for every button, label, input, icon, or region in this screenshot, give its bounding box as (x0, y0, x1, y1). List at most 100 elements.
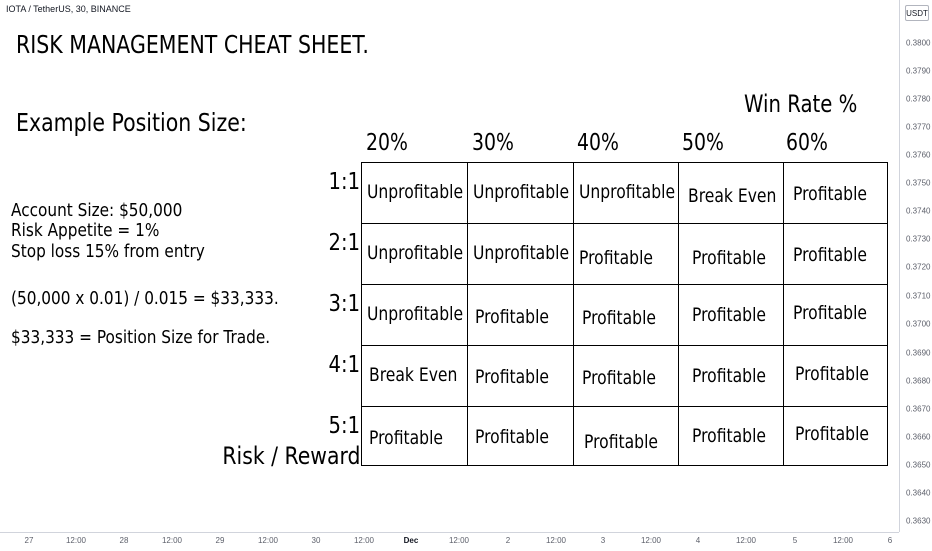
cell-text: Profitable (475, 306, 549, 328)
price-axis[interactable] (899, 0, 932, 532)
price-tick: 0.3670 (906, 404, 931, 414)
cell-text: Profitable (793, 183, 867, 205)
price-tick: 0.3680 (906, 376, 931, 386)
ratio-label: 2:1 (328, 230, 360, 256)
risk-appetite-note: Risk Appetite = 1% (11, 220, 160, 241)
cell-text: Break Even (369, 364, 458, 386)
risk-reward-label: Risk / Reward (221, 442, 360, 470)
price-tick: 0.3790 (906, 66, 931, 76)
ratio-label: 1:1 (328, 169, 360, 195)
time-tick: 2 (505, 536, 511, 545)
table-cell: Profitable (784, 346, 887, 407)
table-cell: Unprofitable (468, 224, 574, 285)
sheet-title: RISK MANAGEMENT CHEAT SHEET. (16, 30, 369, 59)
price-tick: 0.3740 (906, 206, 931, 216)
table-cell: Break Even (362, 346, 468, 407)
price-tick: 0.3640 (906, 488, 931, 498)
table-cell: Profitable (468, 407, 574, 465)
table-cell: Profitable (784, 163, 887, 224)
example-heading: Example Position Size: (16, 108, 247, 137)
price-tick: 0.3760 (906, 150, 931, 160)
time-tick: 3 (600, 536, 606, 545)
time-tick: 12:00 (257, 536, 279, 545)
win-rate-header: 50% (682, 130, 724, 156)
cell-text: Profitable (584, 431, 658, 453)
table-cell: Profitable (784, 285, 887, 346)
table-cell: Break Even (679, 163, 784, 224)
table-cell: Profitable (679, 285, 784, 346)
table-cell: Profitable (468, 346, 574, 407)
ratio-label: 4:1 (328, 352, 360, 378)
win-rate-title: Win Rate % (744, 90, 858, 118)
cell-text: Break Even (688, 185, 777, 207)
table-cell: Unprofitable (574, 163, 679, 224)
win-rate-header: 30% (472, 130, 514, 156)
time-tick: 29 (215, 536, 225, 545)
price-tick: 0.3700 (906, 319, 931, 329)
cell-text: Profitable (692, 304, 766, 326)
win-rate-header: 20% (366, 130, 408, 156)
price-tick: 0.3660 (906, 432, 931, 442)
price-tick: 0.3800 (906, 38, 931, 48)
time-tick: 12:00 (65, 536, 87, 545)
table-cell: Profitable (679, 346, 784, 407)
table-cell: Profitable (574, 224, 679, 285)
stop-loss-note: Stop loss 15% from entry (11, 241, 205, 262)
time-tick: 27 (24, 536, 34, 545)
table-cell: Unprofitable (362, 163, 468, 224)
cell-text: Unprofitable (473, 242, 570, 264)
table-cell: Profitable (362, 407, 468, 465)
position-size-note: $33,333 = Position Size for Trade. (11, 327, 271, 348)
table-cell: Unprofitable (362, 224, 468, 285)
time-tick: 12:00 (353, 536, 375, 545)
time-tick: 12:00 (832, 536, 854, 545)
price-tick: 0.3750 (906, 178, 931, 188)
cell-text: Unprofitable (367, 181, 464, 203)
cell-text: Unprofitable (473, 181, 570, 203)
cell-text: Profitable (582, 307, 656, 329)
win-rate-header: 60% (786, 130, 828, 156)
price-tick: 0.3780 (906, 94, 931, 104)
cell-text: Profitable (582, 367, 656, 389)
cell-text: Profitable (795, 363, 869, 385)
cell-text: Unprofitable (367, 303, 464, 325)
cell-text: Profitable (793, 244, 867, 266)
table-cell: Unprofitable (362, 285, 468, 346)
cell-text: Profitable (795, 423, 869, 445)
outcome-table: Unprofitable Unprofitable Unprofitable B… (361, 162, 888, 466)
table-cell: Unprofitable (468, 163, 574, 224)
cell-text: Profitable (369, 427, 443, 449)
time-tick: 12:00 (545, 536, 567, 545)
cell-text: Unprofitable (579, 181, 676, 203)
formula-note: (50,000 x 0.01) / 0.015 = $33,333. (11, 288, 279, 309)
time-tick: Dec (403, 536, 419, 545)
cell-text: Profitable (579, 247, 653, 269)
symbol-label[interactable]: IOTA / TetherUS, 30, BINANCE (6, 4, 131, 14)
price-tick: 0.3630 (906, 516, 931, 526)
time-tick: 30 (311, 536, 321, 545)
ratio-label: 5:1 (328, 413, 360, 439)
time-tick: 12:00 (161, 536, 183, 545)
table-cell: Profitable (468, 285, 574, 346)
time-tick: 12:00 (735, 536, 757, 545)
table-cell: Profitable (574, 407, 679, 465)
price-tick: 0.3690 (906, 348, 931, 358)
price-tick: 0.3650 (906, 460, 931, 470)
cell-text: Profitable (793, 302, 867, 324)
account-size-note: Account Size: $50,000 (11, 200, 183, 221)
time-tick: 6 (887, 536, 893, 545)
table-cell: Profitable (784, 224, 887, 285)
table-cell: Profitable (679, 407, 784, 465)
time-tick: 12:00 (640, 536, 662, 545)
cell-text: Profitable (692, 425, 766, 447)
time-axis[interactable] (0, 532, 899, 551)
table-cell: Profitable (679, 224, 784, 285)
price-tick: 0.3720 (906, 262, 931, 272)
table-cell: Profitable (574, 285, 679, 346)
cell-text: Profitable (692, 365, 766, 387)
price-tick: 0.3770 (906, 122, 931, 132)
cell-text: Profitable (475, 366, 549, 388)
time-tick: 4 (695, 536, 701, 545)
currency-badge[interactable]: USDT (905, 5, 929, 21)
table-cell: Profitable (574, 346, 679, 407)
